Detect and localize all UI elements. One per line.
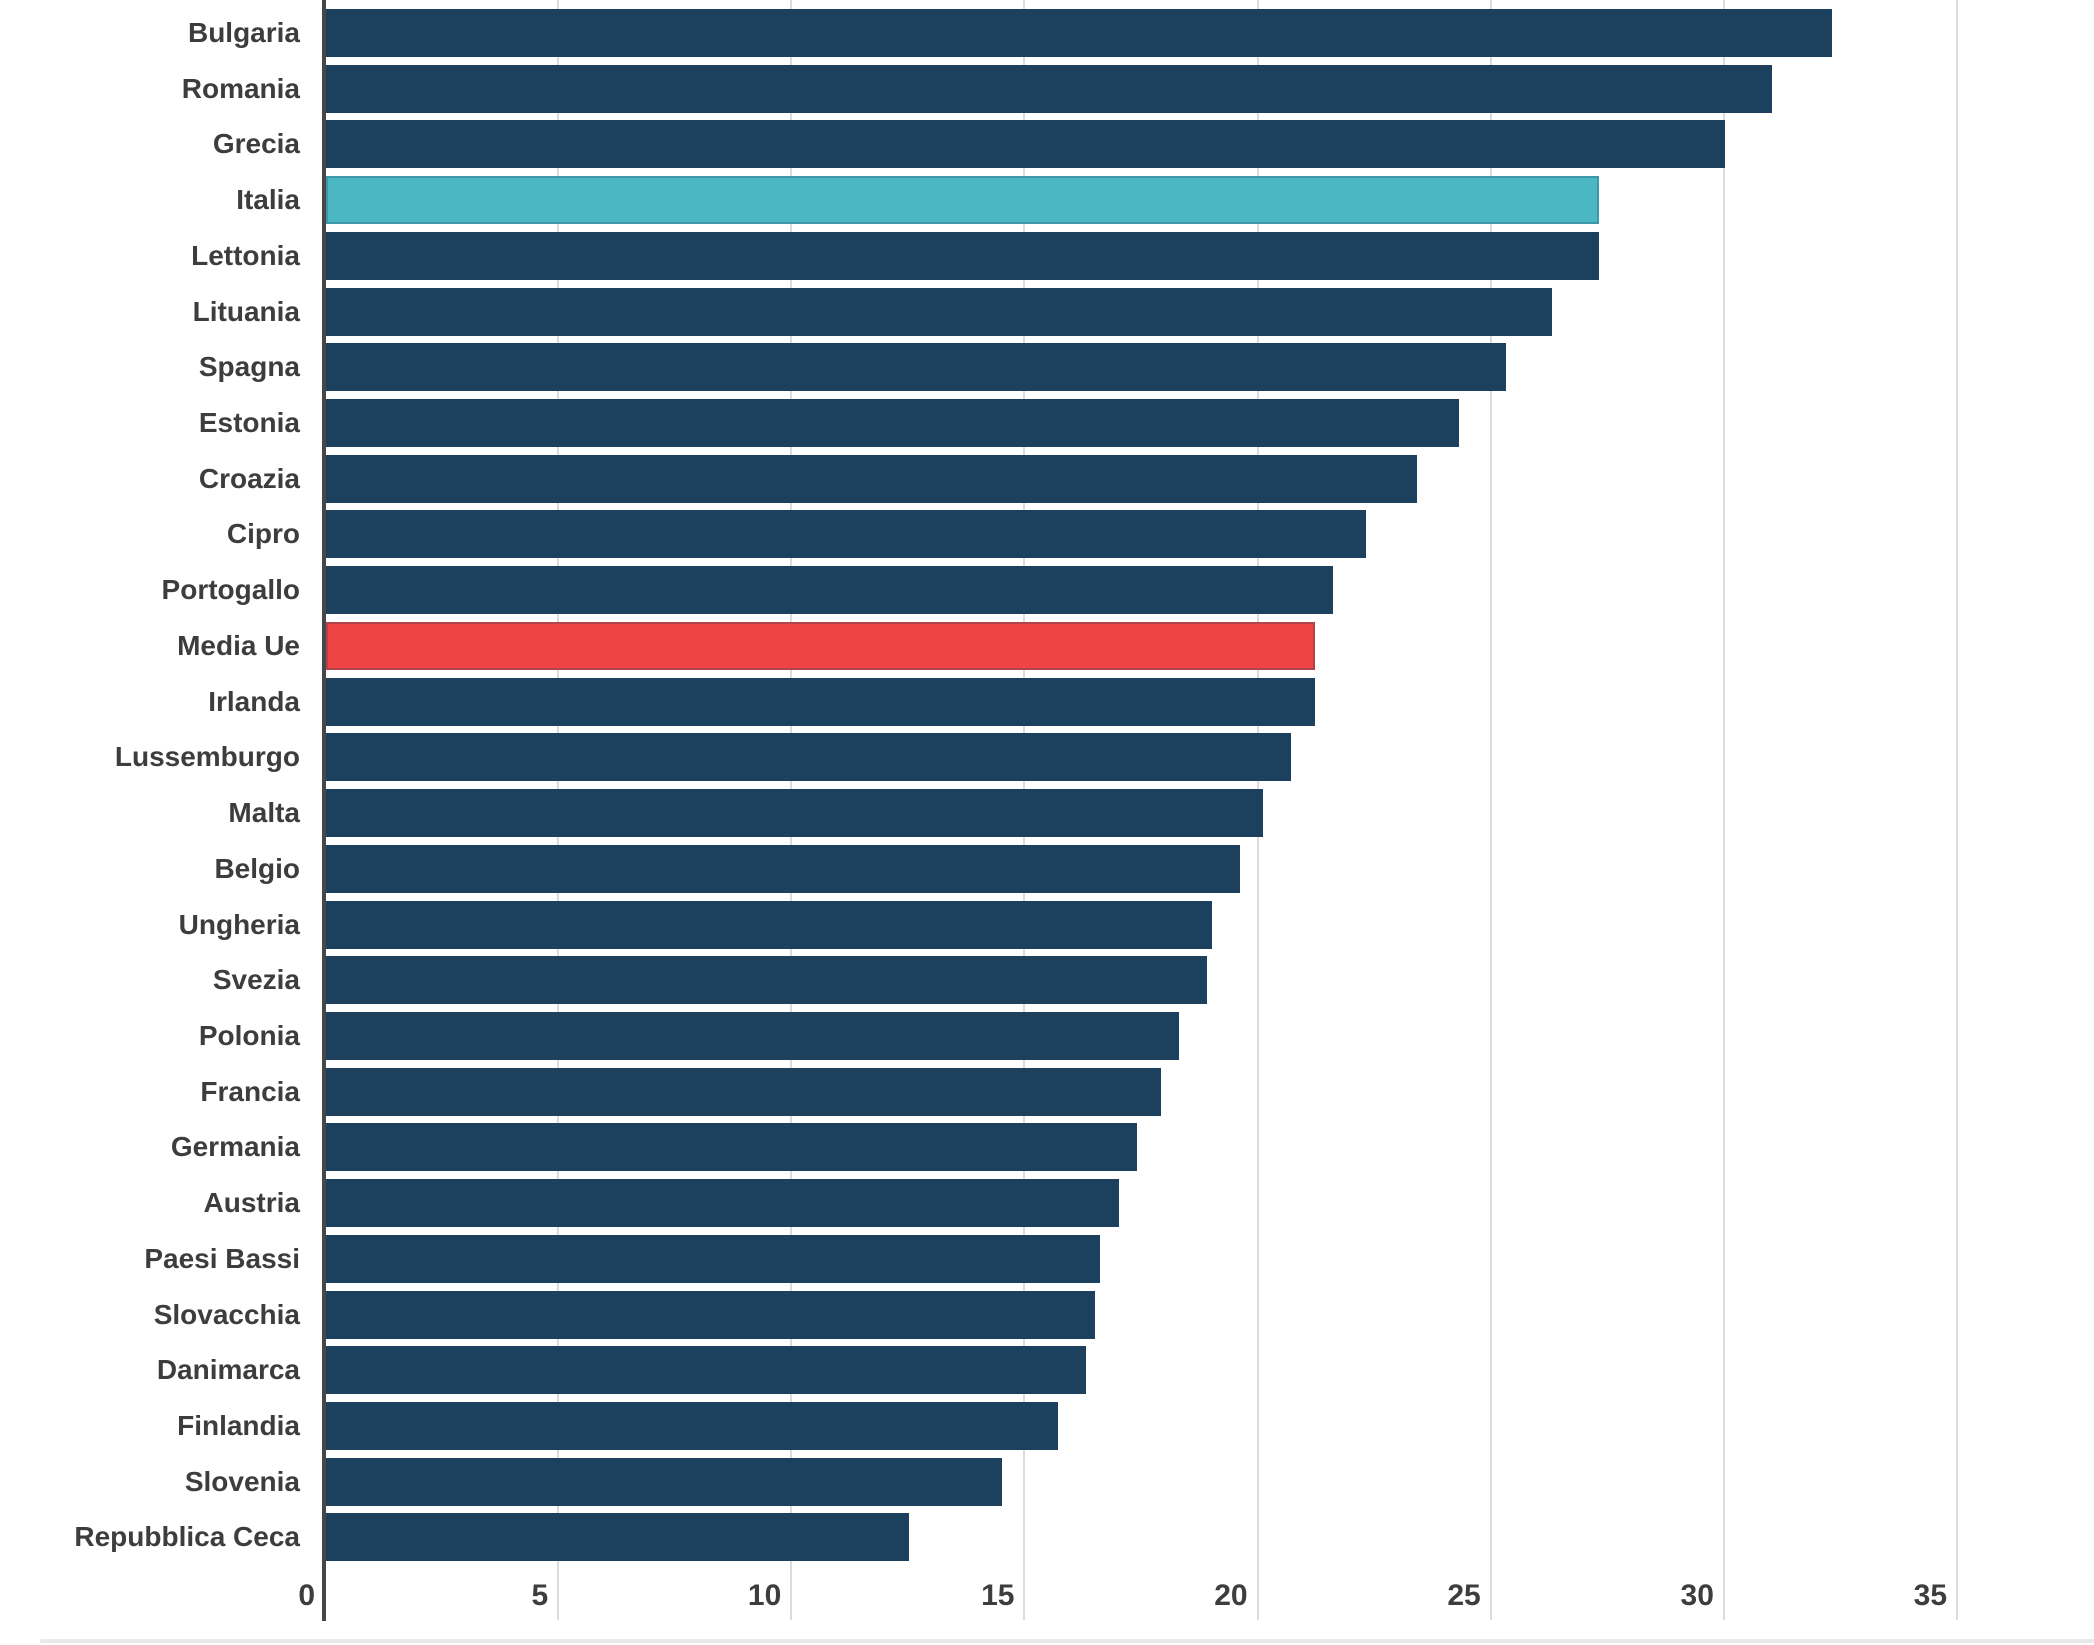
category-label: Danimarca xyxy=(156,1354,300,1386)
bar xyxy=(326,510,1366,559)
bar xyxy=(326,677,1315,726)
category-label: Media Ue xyxy=(177,629,300,661)
category-label: Germania xyxy=(170,1131,300,1163)
bar xyxy=(326,287,1553,336)
bar xyxy=(326,454,1418,503)
bar xyxy=(326,1513,909,1562)
gridline-25 xyxy=(1489,0,1492,1620)
bar xyxy=(326,956,1208,1005)
x-tick-label: 25 xyxy=(1447,1579,1481,1612)
category-label: Estonia xyxy=(198,407,300,439)
x-tick-label: 30 xyxy=(1680,1579,1714,1612)
category-label: Croazia xyxy=(198,462,300,494)
category-label: Malta xyxy=(228,797,300,829)
bar xyxy=(326,1402,1059,1450)
category-label: Francia xyxy=(200,1075,300,1107)
bar xyxy=(326,64,1772,113)
bar xyxy=(326,733,1292,782)
x-tick-label: 10 xyxy=(747,1579,782,1612)
bar xyxy=(326,900,1212,949)
bar xyxy=(326,399,1460,448)
bar xyxy=(326,566,1334,615)
bar xyxy=(326,1179,1119,1228)
gridline-30 xyxy=(1722,0,1725,1620)
bar xyxy=(326,1290,1096,1339)
bar xyxy=(326,1346,1087,1395)
bar xyxy=(326,1011,1180,1060)
bar xyxy=(326,1123,1138,1172)
bottom-divider xyxy=(40,1639,2094,1643)
bar xyxy=(326,621,1315,670)
category-label: Polonia xyxy=(198,1019,300,1051)
x-tick-label: 5 xyxy=(531,1579,549,1612)
gridline-35 xyxy=(1956,0,1959,1620)
category-label: Grecia xyxy=(212,128,300,160)
category-label: Irlanda xyxy=(208,685,300,717)
x-tick-label: 20 xyxy=(1214,1579,1248,1612)
category-label: Ungheria xyxy=(178,908,300,940)
bar xyxy=(326,1234,1101,1283)
category-label: Belgio xyxy=(214,852,300,884)
x-tick-label: 0 xyxy=(298,1579,315,1612)
bar xyxy=(326,789,1264,838)
category-label: Italia xyxy=(236,184,300,216)
x-tick-label: 35 xyxy=(1913,1579,1948,1612)
category-label: Lettonia xyxy=(191,239,300,271)
category-label: Romania xyxy=(181,72,300,104)
bar xyxy=(326,231,1599,280)
bar xyxy=(326,343,1506,392)
bar xyxy=(326,120,1725,169)
category-label: Cipro xyxy=(226,518,300,550)
category-label: Bulgaria xyxy=(187,17,300,48)
category-label: Repubblica Ceca xyxy=(74,1521,300,1553)
bar xyxy=(326,1457,1003,1506)
x-tick-label: 15 xyxy=(981,1579,1015,1612)
category-label: Austria xyxy=(203,1187,300,1219)
bar xyxy=(326,844,1240,893)
category-label: Spagna xyxy=(198,351,300,383)
category-label: Portogallo xyxy=(161,574,300,606)
category-label: Paesi Bassi xyxy=(144,1242,300,1274)
category-label: Slovacchia xyxy=(153,1298,300,1330)
bar xyxy=(326,9,1833,57)
category-label: Svezia xyxy=(212,964,300,996)
bar xyxy=(326,1067,1161,1116)
category-label: Slovenia xyxy=(184,1465,300,1497)
category-label: Finlandia xyxy=(177,1410,300,1441)
category-label: Lituania xyxy=(192,295,300,327)
category-label: Lussemburgo xyxy=(114,741,300,773)
bar xyxy=(326,176,1599,225)
y-axis-line xyxy=(322,0,326,1621)
